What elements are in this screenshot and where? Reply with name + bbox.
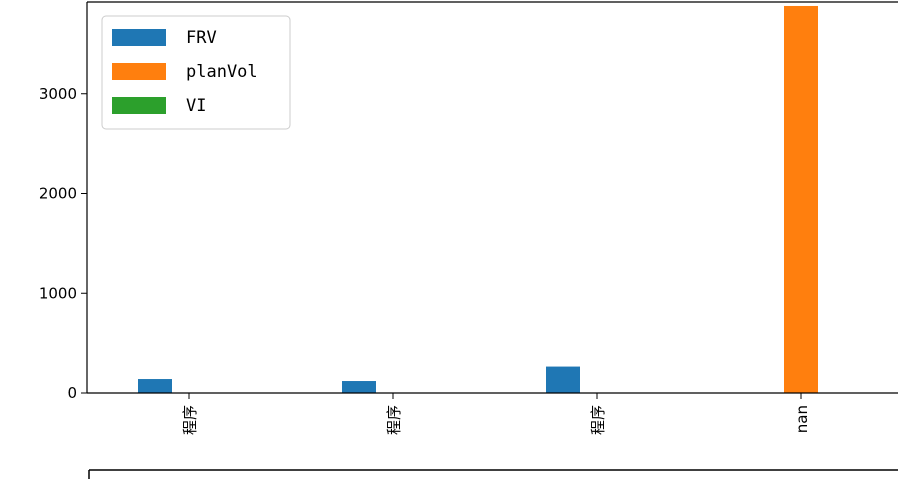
axes-layer: 0 1000 2000 3000 4000 程序 程序 程序 nan [39,0,898,435]
x-tick-label-1: 程序 [385,405,403,435]
bar-FRV-1 [342,381,376,393]
bar-FRV-0 [138,379,172,393]
bar-planVol-3 [784,5,818,393]
x-tick-label-3: nan [793,405,811,433]
legend-label-planVol: planVol [186,62,258,82]
y-tick-label-4000: 4000 [39,0,77,3]
x-tick-label-2: 程序 [589,405,607,435]
legend-label-VI: VI [186,96,206,116]
legend-swatch-planVol [112,63,166,80]
y-tick-label-3000: 3000 [39,85,77,103]
x-tick-label-0: 程序 [181,405,199,435]
lower-panel-edge [88,469,898,479]
y-tick-label-0: 0 [67,384,77,402]
y-tick-label-1000: 1000 [39,284,77,302]
legend: FRV planVol VI [101,15,291,130]
legend-swatch-FRV [112,29,166,46]
bar-FRV-2 [546,366,580,393]
legend-swatch-VI [112,97,166,114]
legend-label-FRV: FRV [186,28,217,48]
y-tick-label-2000: 2000 [39,185,77,203]
bars-layer [138,5,818,393]
